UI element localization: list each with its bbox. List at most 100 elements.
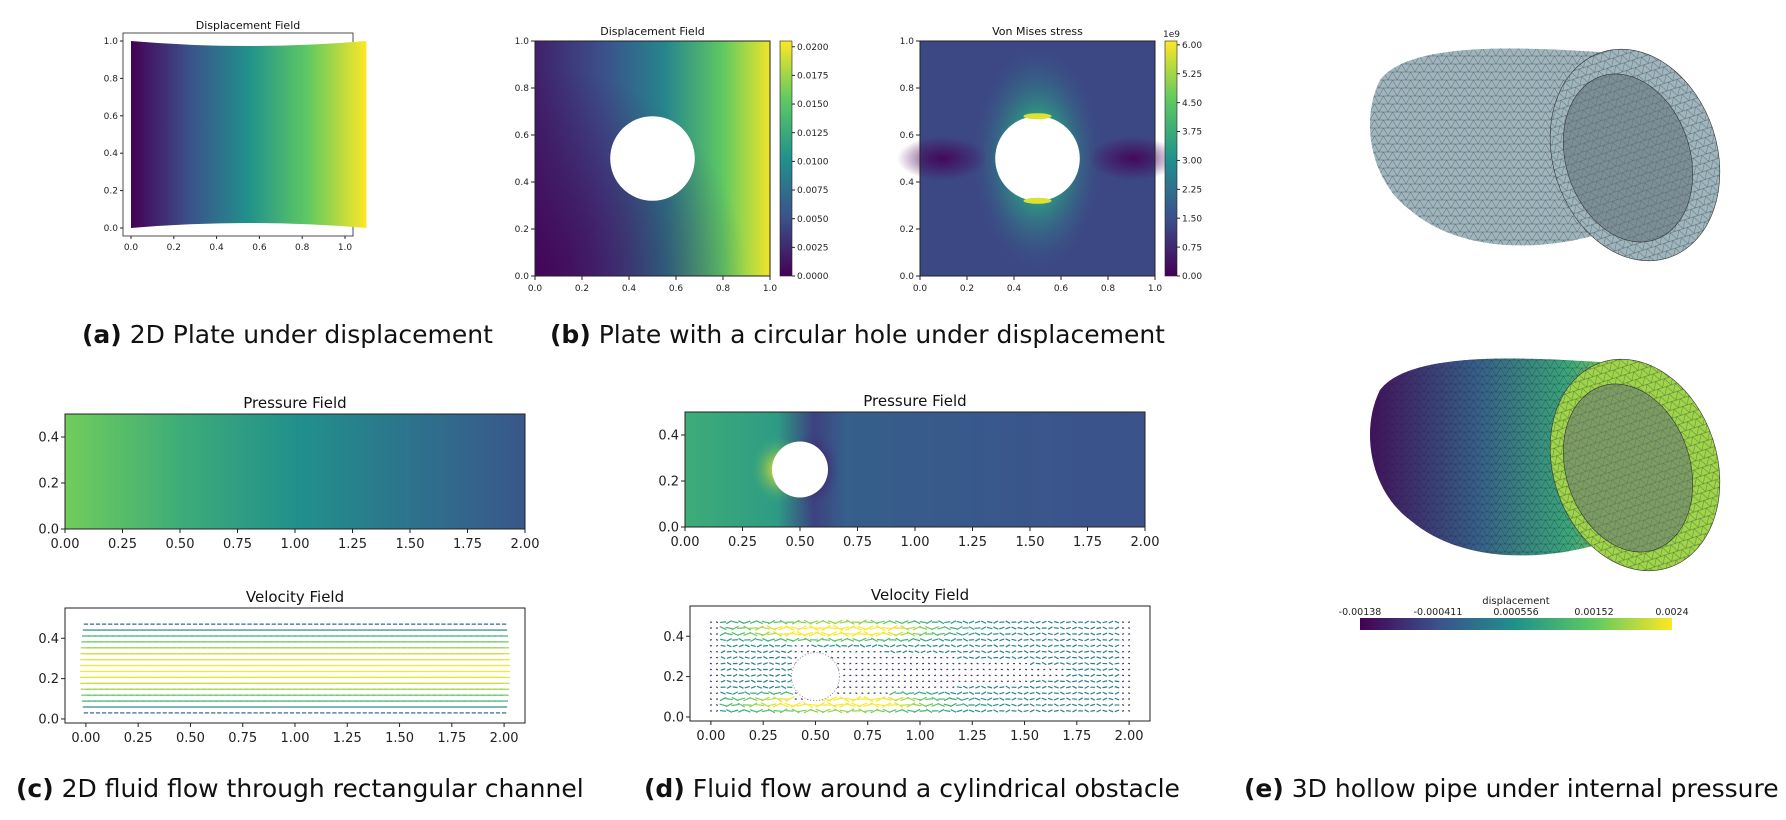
velocity-arrow — [750, 685, 756, 689]
velocity-arrow — [1060, 691, 1065, 695]
velocity-arrow — [843, 656, 846, 659]
x-tick-label: 1.50 — [396, 537, 425, 552]
velocity-arrow — [838, 626, 850, 630]
velocity-arrow — [821, 619, 831, 625]
velocity-arrow — [1049, 674, 1052, 677]
velocity-arrow — [1047, 632, 1053, 636]
velocity-arrow — [857, 702, 868, 708]
velocity-arrow — [940, 668, 943, 671]
velocity-arrow — [781, 650, 787, 653]
velocity-arrow — [738, 692, 745, 695]
x-tick-label: 0.75 — [223, 537, 252, 552]
velocity-arrow — [784, 696, 795, 703]
velocity-arrow — [980, 704, 987, 706]
velocity-arrow — [1017, 703, 1023, 707]
x-tick-label: 0.75 — [228, 731, 257, 746]
velocity-arrow — [750, 644, 756, 647]
velocity-arrow — [1108, 668, 1114, 671]
velocity-arrow — [843, 662, 846, 665]
velocity-arrow — [981, 644, 987, 648]
velocity-arrow — [822, 638, 831, 641]
velocity-arrow — [974, 627, 981, 629]
velocity-arrow — [738, 679, 744, 683]
velocity-arrow — [744, 662, 750, 665]
velocity-arrow — [921, 656, 925, 659]
velocity-arrow — [781, 674, 787, 677]
velocity-arrow — [744, 680, 750, 683]
velocity-arrow — [1127, 674, 1131, 677]
velocity-arrow — [934, 680, 937, 683]
x-tick-label: 0.50 — [786, 535, 815, 550]
velocity-arrow — [855, 674, 858, 677]
velocity-arrow — [1029, 697, 1035, 701]
velocity-arrow — [1102, 632, 1108, 636]
velocity-arrow — [974, 697, 981, 701]
velocity-arrow — [773, 621, 782, 624]
velocity-arrow — [1114, 691, 1120, 695]
velocity-arrow — [760, 702, 770, 708]
velocity-arrow — [719, 709, 727, 712]
velocity-arrow — [1084, 638, 1090, 642]
velocity-arrow — [1066, 650, 1071, 654]
x-tick-label: 1.75 — [437, 731, 466, 746]
velocity-arrow — [1090, 679, 1096, 683]
velocity-arrow — [725, 626, 733, 630]
colorbar-title: displacement — [1482, 596, 1549, 607]
x-tick-label: 0.00 — [71, 731, 100, 746]
velocity-arrow — [901, 708, 909, 713]
velocity-arrow — [731, 709, 739, 713]
velocity-arrow — [1060, 633, 1065, 635]
velocity-arrow — [1041, 650, 1047, 653]
velocity-arrow — [1066, 673, 1071, 677]
velocity-arrow — [938, 650, 944, 653]
velocity-arrow — [794, 644, 797, 647]
colorbar-tick-label: 0.0100 — [797, 158, 829, 168]
velocity-arrow — [981, 650, 987, 654]
velocity-arrow — [763, 674, 768, 677]
velocity-arrow — [1127, 627, 1131, 630]
y-tick-label: 0.0 — [663, 711, 684, 726]
velocity-arrow — [943, 625, 951, 631]
velocity-arrow — [709, 656, 713, 659]
velocity-arrow — [993, 638, 999, 642]
velocity-arrow — [1011, 703, 1017, 707]
velocity-arrow — [1029, 679, 1035, 683]
velocity-arrow — [1018, 680, 1022, 683]
velocity-arrow — [1023, 650, 1029, 654]
y-tick-label: 0.2 — [658, 475, 679, 490]
velocity-arrow — [1066, 703, 1071, 707]
caption-a: (a) 2D Plate under displacement — [82, 320, 493, 349]
velocity-arrow — [875, 696, 886, 702]
velocity-arrow — [887, 625, 898, 632]
velocity-arrow — [709, 632, 713, 635]
velocity-arrow — [1102, 656, 1108, 659]
velocity-arrow — [1072, 703, 1077, 707]
velocity-arrow — [744, 650, 750, 654]
velocity-arrow — [1053, 632, 1059, 636]
velocity-arrow — [726, 679, 732, 683]
velocity-arrow — [1078, 697, 1083, 701]
velocity-arrow — [964, 662, 967, 665]
velocity-arrow — [974, 620, 981, 624]
velocity-arrow — [1029, 644, 1035, 648]
y-tick-label: 0.6 — [104, 112, 119, 122]
velocity-arrow — [1072, 667, 1077, 672]
velocity-arrow — [993, 626, 999, 630]
x-tick-label: 0.6 — [669, 284, 684, 294]
velocity-arrow — [715, 662, 719, 665]
velocity-arrow — [1005, 691, 1011, 695]
velocity-arrow — [1084, 685, 1089, 689]
velocity-arrow — [1084, 644, 1090, 648]
x-tick-label: 0.8 — [295, 243, 310, 253]
velocity-arrow — [1005, 685, 1011, 689]
velocity-arrow — [879, 650, 882, 653]
velocity-arrow — [1102, 680, 1108, 683]
x-tick-label: 0.2 — [575, 284, 589, 294]
velocity-arrow — [1061, 668, 1064, 671]
velocity-arrow — [946, 668, 949, 671]
velocity-arrow — [897, 656, 900, 659]
velocity-arrow — [790, 632, 802, 636]
velocity-arrow — [715, 692, 719, 695]
velocity-arrow — [1108, 709, 1114, 713]
x-tick-label: 0.2 — [167, 243, 181, 253]
